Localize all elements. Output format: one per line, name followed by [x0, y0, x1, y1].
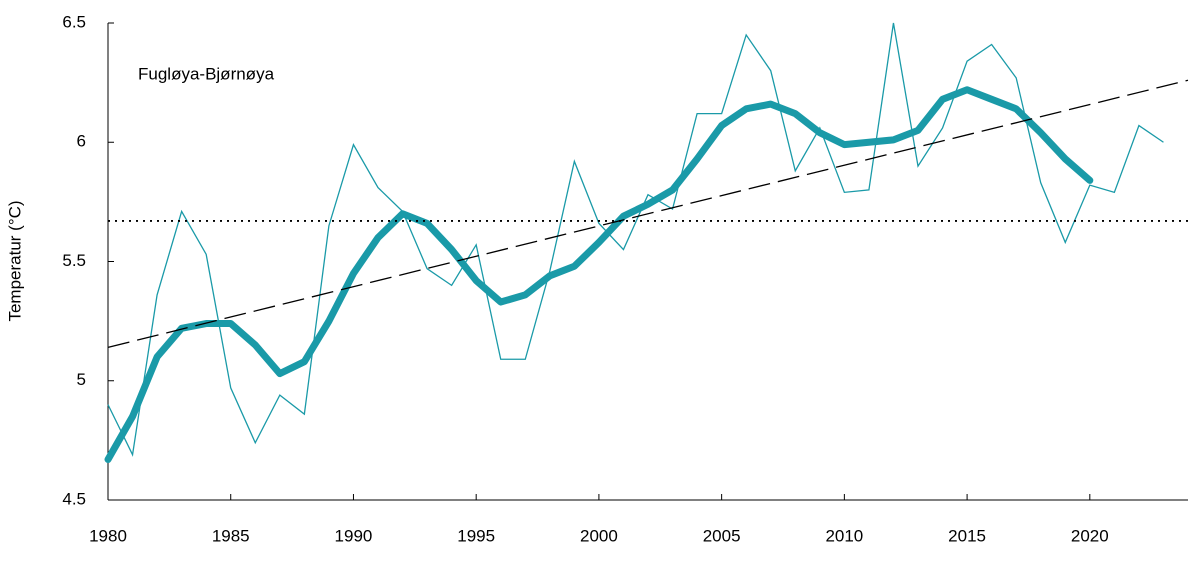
- x-tick-label: 2015: [948, 526, 986, 545]
- series-line: [104, 86, 1094, 463]
- x-tick-label: 1990: [335, 526, 373, 545]
- y-axis-label: Temperatur (°C): [5, 200, 24, 321]
- y-tick-label: 4.5: [62, 489, 86, 508]
- y-tick-label: 5: [77, 370, 86, 389]
- annotation: Fugløya-Bjørnøya: [138, 64, 275, 83]
- x-tick-label: 1980: [89, 526, 127, 545]
- series-line: [107, 22, 1164, 457]
- series-line: [107, 79, 1189, 348]
- x-tick-label: 2020: [1071, 526, 1109, 545]
- y-tick-label: 5.5: [62, 251, 86, 270]
- y-tick-label: 6.5: [62, 12, 86, 31]
- x-tick-label: 2000: [580, 526, 618, 545]
- x-tick-label: 1995: [457, 526, 495, 545]
- y-tick-label: 6: [77, 132, 86, 151]
- x-tick-label: 2010: [825, 526, 863, 545]
- x-tick-label: 2005: [703, 526, 741, 545]
- x-tick-label: 1985: [212, 526, 250, 545]
